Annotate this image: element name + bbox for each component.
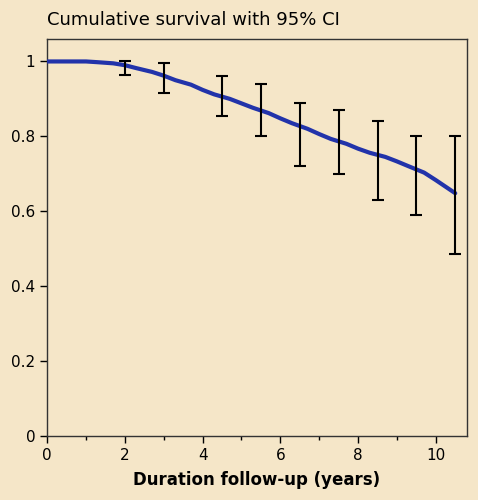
Text: Cumulative survival with 95% CI: Cumulative survival with 95% CI [47,11,340,29]
X-axis label: Duration follow-up (years): Duration follow-up (years) [133,471,380,489]
